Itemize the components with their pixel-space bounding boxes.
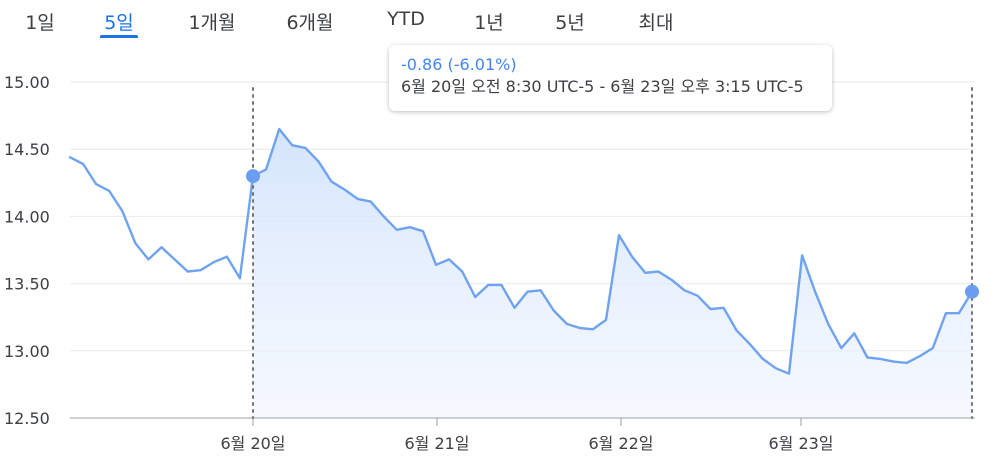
price-line (68, 127, 974, 375)
tab-2[interactable]: 5일 (104, 12, 134, 34)
y-tick-label: 12.50 (4, 409, 50, 428)
selection-end-marker[interactable] (965, 284, 979, 299)
y-axis-labels: 15.00 14.50 14.00 13.50 13.00 12.50 (4, 73, 50, 428)
time-range-tabs: 1일 5일 1개월 6개월 YTD 1년 5년 최대 (0, 0, 992, 44)
y-tick-label: 13.00 (4, 342, 50, 361)
x-tick-label: 6월 23일 (768, 434, 833, 453)
selection-range[interactable] (246, 87, 979, 419)
tab-7[interactable]: 5년 (555, 12, 585, 34)
tooltip-change: -0.86 (-6.01%) (401, 55, 517, 74)
selection-start-marker[interactable] (246, 169, 261, 184)
y-tick-label: 14.50 (4, 140, 50, 159)
tab-8[interactable]: 최대 (638, 12, 674, 34)
range-tooltip: -0.86 (-6.01%) 6월 20일 오전 8:30 UTC-5 - 6월… (389, 45, 832, 111)
x-tick-label: 6월 21일 (404, 434, 469, 453)
tab-4[interactable]: 6개월 (286, 12, 334, 34)
tab-3[interactable]: 1개월 (188, 12, 236, 34)
area-layer (68, 127, 974, 418)
tooltip-range: 6월 20일 오전 8:30 UTC-5 - 6월 23일 오후 3:15 UT… (401, 77, 804, 96)
x-tick-label: 6월 20일 (220, 434, 285, 453)
tab-5[interactable]: YTD (387, 8, 425, 30)
active-tab-indicator (100, 35, 138, 38)
tab-1[interactable]: 1일 (25, 12, 55, 34)
y-tick-label: 14.00 (4, 207, 50, 226)
x-axis: 6월 20일 6월 21일 6월 22일 6월 23일 (70, 417, 975, 453)
tab-6[interactable]: 1년 (474, 12, 504, 34)
x-tick-label: 6월 22일 (588, 434, 653, 453)
y-tick-label: 15.00 (4, 73, 50, 92)
y-tick-label: 13.50 (4, 275, 50, 294)
